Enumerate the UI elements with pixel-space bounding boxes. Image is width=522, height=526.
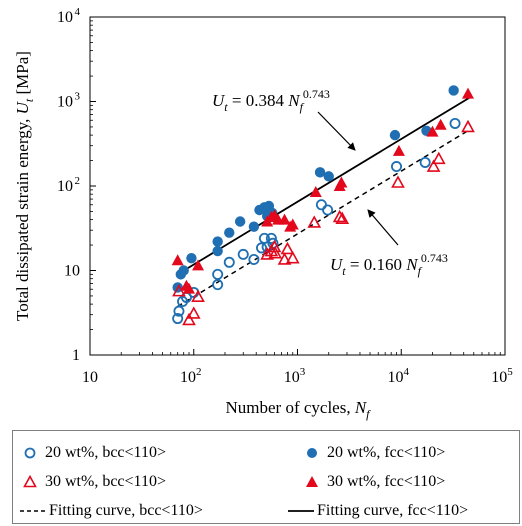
data-point-triangle-open	[277, 252, 292, 265]
legend-item-30-fcc: 30 wt%, fcc<110>	[303, 472, 445, 492]
data-point-circle-open	[391, 161, 403, 173]
x-tick-label: 102	[180, 366, 202, 386]
data-point-triangle-open	[186, 306, 201, 319]
data-point-circle-open	[322, 204, 334, 216]
y-tick-exponent: 2	[75, 175, 81, 187]
x-tick-label: 103	[284, 366, 306, 386]
legend-label: 30 wt%, bcc<110>	[45, 473, 166, 490]
data-point-circle-open	[223, 256, 235, 268]
legend-item-20-fcc: 20 wt%, fcc<110>	[303, 443, 445, 463]
data-point-triangle-open	[332, 209, 347, 223]
data-point-circle-filled	[314, 167, 326, 178]
data-point-circle-filled	[224, 227, 235, 238]
y-tick-label: 10	[64, 263, 80, 280]
data-point-circle-filled	[212, 236, 223, 247]
data-point-circle-filled	[234, 216, 246, 227]
legend-marker-circle-filled	[307, 448, 317, 458]
data-point-circle-open	[248, 253, 260, 265]
data-point-triangle-filled	[434, 118, 447, 130]
legend-label: Fitting curve, fcc<110>	[317, 502, 469, 519]
y-axis-title: Total dissipated strain energy, Ut [MPa]	[13, 51, 36, 321]
legend-line-solid	[288, 510, 314, 512]
y-tick-exponent: 4	[75, 6, 81, 18]
data-point-triangle-open	[335, 211, 350, 225]
plot-area-border	[89, 16, 506, 356]
data-point-triangle-filled	[192, 259, 205, 271]
data-point-circle-open	[265, 232, 277, 244]
legend-line-dashed	[20, 510, 46, 512]
data-point-triangle-open	[260, 247, 275, 260]
legend-marker-triangle-open	[23, 474, 37, 488]
data-point-circle-filled	[186, 252, 197, 264]
data-point-circle-open	[419, 156, 431, 168]
data-point-circle-filled	[178, 265, 189, 276]
legend-label: 30 wt%, fcc<110>	[327, 473, 446, 490]
data-point-triangle-filled	[426, 125, 439, 137]
legend-item-fit-fcc: Fitting curve, fcc<110>	[287, 501, 468, 521]
equation-bcc: Ut = 0.160 Nf0.743	[330, 251, 448, 278]
y-tick-label: 10	[57, 94, 73, 111]
data-point-triangle-open	[391, 175, 405, 188]
legend-item-20-bcc: 20 wt%, bcc<110>	[21, 443, 166, 463]
x-tick-label: 10	[82, 369, 98, 386]
legend-marker-triangle-filled	[306, 476, 318, 487]
data-point-circle-filled	[212, 245, 223, 257]
legend-label: 20 wt%, bcc<110>	[45, 444, 166, 461]
fit-line-bcc	[177, 129, 470, 308]
data-point-circle-open	[256, 242, 268, 254]
data-point-circle-open	[237, 248, 249, 260]
data-point-circle-filled	[448, 85, 459, 96]
data-point-triangle-open	[285, 250, 300, 264]
data-point-triangle-open	[268, 246, 283, 259]
x-tick-label: 105	[491, 366, 513, 386]
data-point-circle-open	[212, 279, 224, 291]
y-tick-label: 10	[57, 178, 73, 195]
data-point-circle-filled	[389, 129, 401, 141]
data-point-triangle-filled	[335, 176, 348, 188]
y-tick-label: 10	[57, 9, 73, 26]
legend-item-fit-bcc: Fitting curve, bcc<110>	[19, 501, 203, 521]
x-tick-label: 104	[388, 366, 410, 386]
data-point-circle-filled	[323, 171, 334, 182]
data-point-triangle-filled	[392, 144, 405, 156]
equation-fcc: Ut = 0.384 Nf0.743	[212, 87, 330, 114]
data-point-circle-open	[449, 117, 461, 129]
data-point-circle-open	[212, 268, 224, 280]
y-tick-exponent: 3	[75, 91, 81, 103]
data-point-triangle-filled	[183, 282, 196, 294]
data-point-triangle-open	[267, 239, 282, 253]
legend-item-30-bcc: 30 wt%, bcc<110>	[21, 472, 166, 492]
data-point-circle-open	[315, 199, 327, 211]
legend: 20 wt%, bcc<110> 20 wt%, fcc<110> 30 wt%…	[12, 430, 520, 524]
data-point-triangle-open	[461, 119, 475, 133]
fit-line-fcc	[177, 97, 470, 276]
data-point-circle-open	[172, 313, 184, 325]
annotation-arrow-fcc	[317, 111, 356, 151]
data-point-triangle-filled	[286, 218, 299, 230]
data-point-triangle-filled	[462, 87, 475, 99]
x-axis-title: Number of cycles, Nf	[225, 398, 371, 421]
data-point-triangle-filled	[278, 213, 291, 225]
data-point-triangle-filled	[309, 185, 322, 197]
data-point-triangle-open	[426, 159, 441, 172]
data-point-triangle-open	[280, 241, 295, 255]
legend-marker-circle-open	[24, 447, 36, 459]
data-point-circle-open	[173, 305, 185, 317]
legend-label: 20 wt%, fcc<110>	[327, 444, 446, 461]
data-point-triangle-open	[191, 289, 205, 302]
data-point-circle-filled	[248, 221, 260, 232]
legend-label: Fitting curve, bcc<110>	[49, 502, 203, 519]
annotation-arrow-bcc	[367, 209, 399, 246]
data-point-triangle-open	[307, 215, 322, 228]
data-point-triangle-filled	[171, 254, 184, 266]
y-tick-label: 1	[72, 347, 80, 364]
data-point-triangle-open	[431, 151, 446, 165]
data-point-triangle-open	[182, 312, 196, 326]
